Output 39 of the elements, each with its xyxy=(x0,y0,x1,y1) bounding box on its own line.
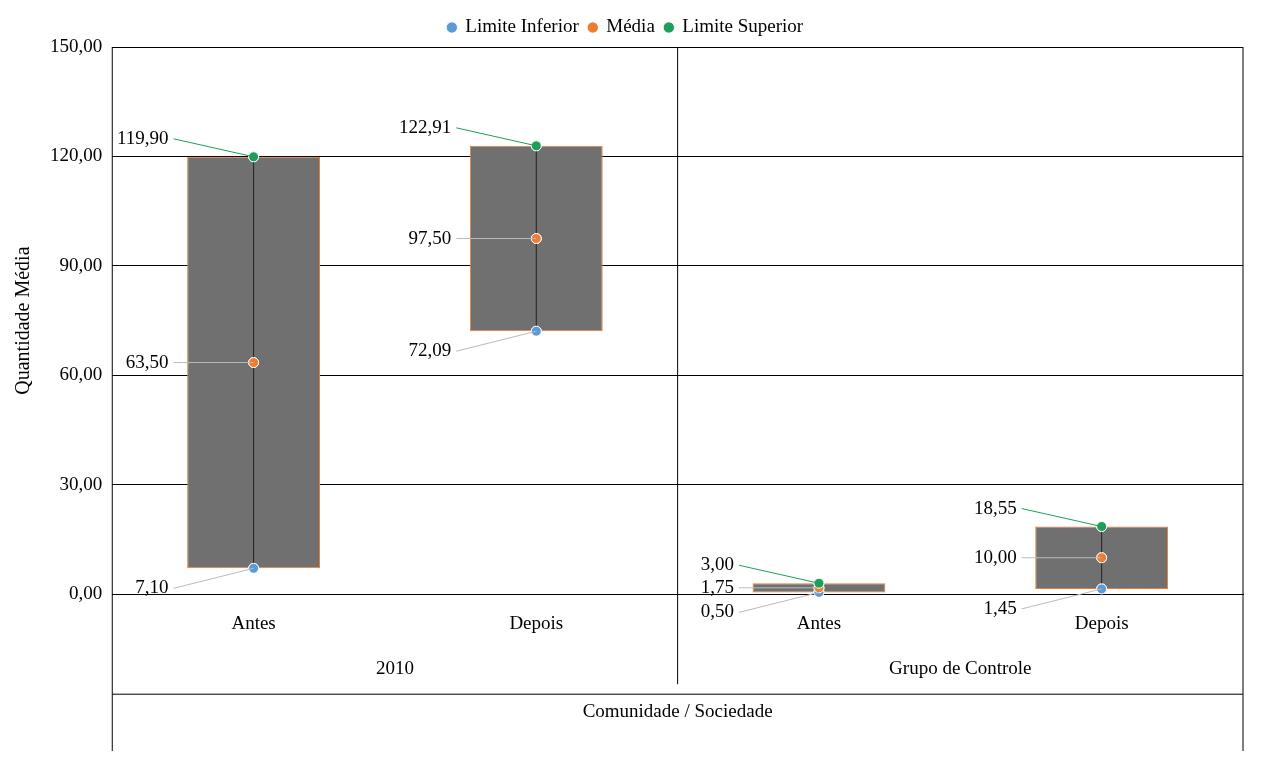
x-tick-label: Depois xyxy=(509,611,564,633)
data-label: 119,90 xyxy=(117,126,169,148)
text: Grupo de Controle xyxy=(889,657,1032,679)
data-label: 97,50 xyxy=(408,226,452,248)
point xyxy=(1096,583,1108,595)
data-label: 1,45 xyxy=(983,596,1017,618)
data-label: 63,50 xyxy=(125,350,169,372)
data-label: 1,75 xyxy=(700,575,734,597)
x-tick-label: Antes xyxy=(231,611,276,633)
point xyxy=(248,562,260,574)
y-tick-label: 150,00 xyxy=(50,34,103,56)
text: 2010 xyxy=(375,657,414,679)
y-tick-label: 120,00 xyxy=(50,144,103,166)
y-axis-title: Quantidade Média xyxy=(11,246,34,395)
data-label: 122,91 xyxy=(399,115,452,137)
x-tick-label: Antes xyxy=(796,611,842,633)
data-label: 3,00 xyxy=(700,553,734,575)
y-tick-label: 30,00 xyxy=(59,472,103,494)
point xyxy=(1096,552,1108,564)
point xyxy=(530,140,542,152)
point xyxy=(248,357,260,369)
point xyxy=(530,233,542,245)
x-axis-title: Comunidade / Sociedade xyxy=(582,700,773,722)
data-label: 7,10 xyxy=(135,576,169,598)
data-label: 10,00 xyxy=(973,545,1017,567)
point xyxy=(1096,521,1108,533)
y-tick-label: 0,00 xyxy=(69,582,103,604)
legend-label: Limite Inferior xyxy=(465,15,580,37)
legend-label: Limite Superior xyxy=(682,15,804,37)
data-label: 72,09 xyxy=(408,339,452,361)
legend-label: Média xyxy=(606,15,656,37)
x-tick-label: Depois xyxy=(1074,611,1129,633)
y-tick-label: 60,00 xyxy=(59,363,103,385)
data-label: 0,50 xyxy=(700,600,734,622)
point xyxy=(248,151,260,163)
point xyxy=(530,325,542,337)
y-tick-label: 90,00 xyxy=(59,253,103,275)
data-label: 18,55 xyxy=(973,496,1017,518)
point xyxy=(813,577,825,589)
